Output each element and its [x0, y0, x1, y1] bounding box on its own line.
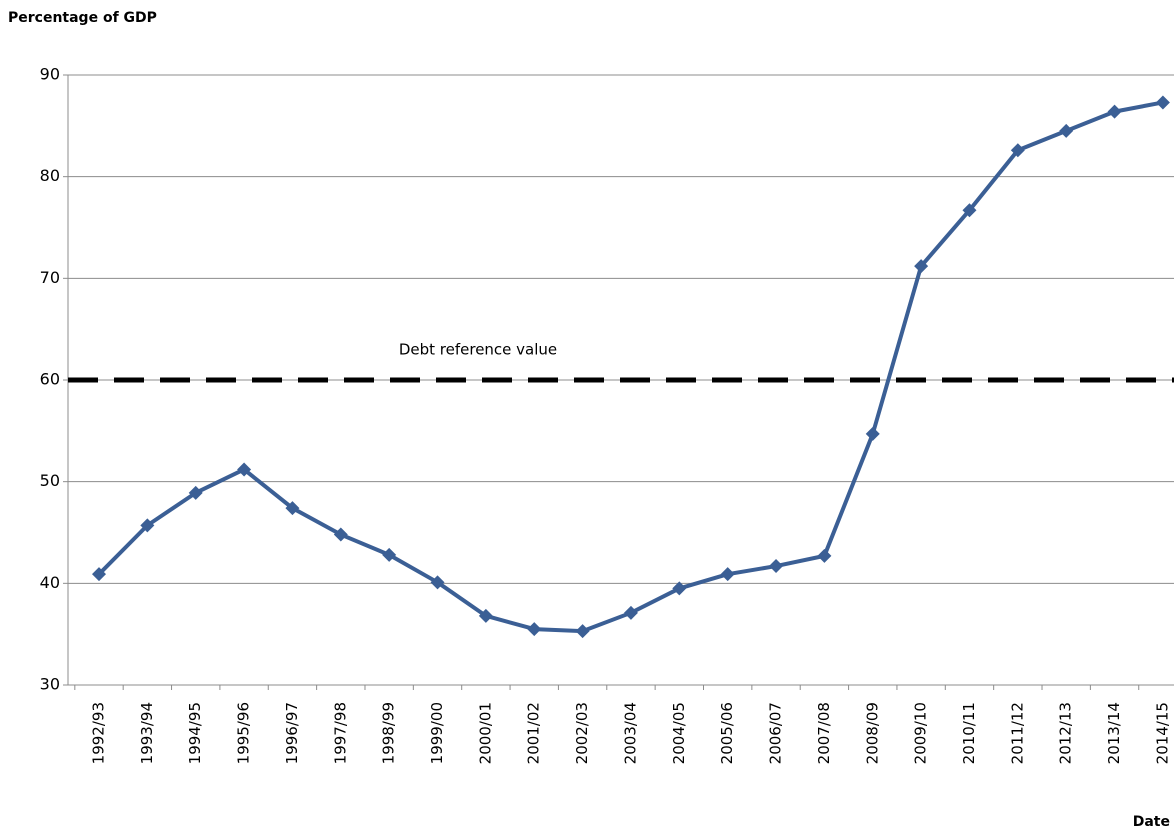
data-point	[575, 624, 590, 639]
data-point	[720, 567, 735, 582]
x-tick-label: 1999/00	[428, 702, 446, 764]
x-tick-label: 2012/13	[1057, 702, 1075, 764]
data-point	[382, 547, 397, 562]
x-tick-label: 1995/96	[235, 702, 253, 764]
x-tick-label: 2005/06	[718, 702, 736, 764]
x-tick-label: 1994/95	[186, 702, 204, 764]
x-tick-label: 2001/02	[525, 702, 543, 764]
x-axis-label: Date	[1133, 814, 1170, 830]
data-point	[92, 567, 106, 582]
data-point	[1107, 104, 1122, 119]
y-tick-label: 50	[40, 471, 60, 490]
data-point	[140, 518, 155, 533]
reference-label: Debt reference value	[399, 341, 557, 359]
y-tick-label: 90	[40, 65, 60, 84]
y-axis-label: Percentage of GDP	[8, 10, 157, 26]
data-point	[962, 203, 977, 218]
data-point	[817, 548, 832, 563]
x-tick-label: 2000/01	[476, 702, 494, 764]
x-tick-label: 2009/10	[912, 702, 930, 764]
x-tick-label: 2004/05	[670, 702, 688, 764]
x-tick-label: 1993/94	[138, 702, 156, 764]
x-tick-label: 1997/98	[331, 702, 349, 764]
y-tick-label: 70	[40, 268, 60, 287]
y-tick-label: 60	[40, 370, 60, 389]
data-point	[865, 426, 880, 441]
data-point	[1155, 95, 1170, 110]
x-tick-label: 1998/99	[380, 702, 398, 764]
y-tick-label: 40	[40, 573, 60, 592]
data-point	[333, 527, 348, 542]
x-tick-label: 1992/93	[90, 702, 108, 764]
data-point	[623, 605, 638, 620]
data-point	[672, 581, 687, 596]
y-tick-label: 80	[40, 166, 60, 185]
x-tick-label: 2003/04	[621, 702, 639, 764]
data-point	[430, 575, 445, 590]
data-point	[285, 501, 300, 516]
x-tick-label: 2002/03	[573, 702, 591, 764]
x-tick-label: 2006/07	[767, 702, 785, 764]
x-tick-label: 2014/15	[1153, 702, 1171, 764]
data-point	[527, 622, 542, 637]
x-tick-label: 2010/11	[960, 702, 978, 764]
data-point	[237, 462, 252, 477]
data-point	[1059, 123, 1074, 138]
data-point	[914, 259, 929, 274]
x-tick-label: 2007/08	[815, 702, 833, 764]
y-tick-label: 30	[40, 675, 60, 694]
x-tick-label: 2008/09	[863, 702, 881, 764]
x-tick-label: 2011/12	[1008, 702, 1026, 764]
x-tick-label: 1996/97	[283, 702, 301, 764]
x-tick-label: 2013/14	[1105, 702, 1123, 764]
data-line	[97, 100, 1164, 634]
data-point	[1010, 143, 1025, 158]
data-point	[769, 559, 784, 574]
data-point	[188, 485, 203, 500]
data-point	[478, 608, 493, 623]
